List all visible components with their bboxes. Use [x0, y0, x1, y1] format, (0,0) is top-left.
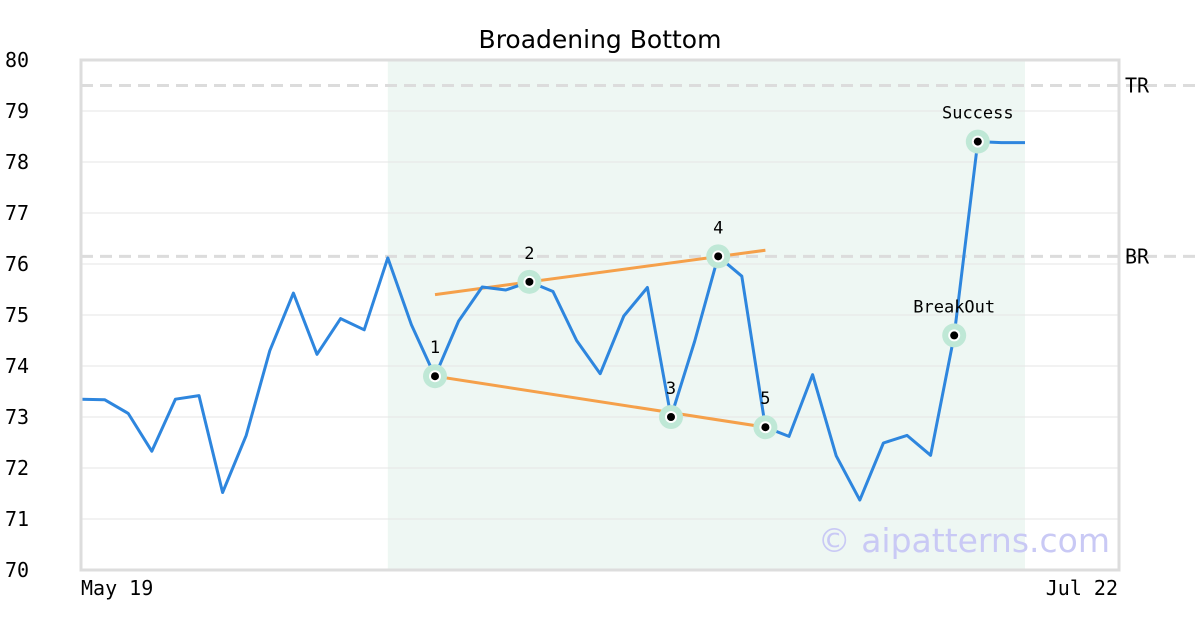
y-tick-label: 74 [5, 354, 29, 378]
point-label-1: 1 [430, 338, 440, 358]
point-label-2: 2 [524, 244, 534, 264]
point-marker-1 [431, 372, 439, 381]
y-tick-label: 70 [5, 558, 29, 582]
trendline [434, 374, 766, 429]
point-label-4: 4 [713, 218, 723, 238]
x-label-start: May 19 [81, 576, 153, 600]
reference-label-br: BR [1125, 244, 1150, 268]
y-tick-label: 79 [5, 99, 29, 123]
watermark: © aipatterns.com [818, 521, 1110, 560]
point-marker-4 [714, 252, 723, 261]
point-label-breakout: BreakOut [913, 297, 995, 317]
y-tick-label: 76 [5, 252, 29, 276]
point-label-3: 3 [666, 379, 676, 399]
y-axis-ticks: 70 71 72 73 74 75 76 77 78 79 80 [5, 48, 29, 582]
plot-frame [79, 58, 1121, 572]
y-tick-label: 78 [5, 150, 29, 174]
point-marker-breakout [950, 331, 959, 340]
grid-lines [81, 110, 1119, 520]
x-label-end: Jul 22 [1046, 576, 1118, 600]
pattern-points: 1 2 3 4 5 BreakOut Success [423, 104, 1014, 440]
price-series [80, 140, 1025, 502]
point-marker-3 [667, 413, 675, 421]
reference-label-tr: TR [1125, 74, 1150, 98]
point-label-success: Success [942, 104, 1014, 124]
point-marker-5 [761, 423, 770, 432]
chart-title: Broadening Bottom [479, 25, 722, 54]
point-marker-2 [525, 277, 534, 286]
reference-lines: TR BR [81, 74, 1200, 268]
y-tick-label: 71 [5, 507, 29, 531]
y-tick-label: 77 [5, 201, 29, 225]
point-label-5: 5 [760, 389, 770, 409]
y-tick-label: 72 [5, 456, 29, 480]
y-tick-label: 73 [5, 405, 29, 429]
point-marker-success [973, 137, 982, 146]
y-tick-label: 80 [5, 48, 29, 72]
price-line [80, 140, 1025, 502]
y-tick-label: 75 [5, 303, 29, 327]
